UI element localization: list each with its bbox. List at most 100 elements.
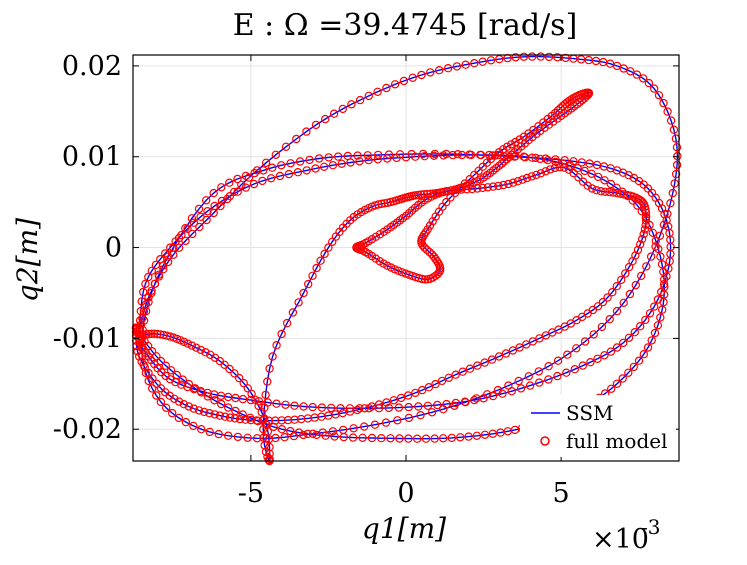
full-model-marker-890 — [156, 255, 165, 264]
full-model-marker-872 — [284, 169, 294, 179]
full-model-marker-581 — [437, 188, 447, 197]
full-model-marker-771 — [358, 433, 367, 442]
full-model-marker-775 — [395, 434, 404, 443]
full-model-marker-884 — [189, 218, 199, 227]
full-model-marker-43 — [426, 68, 435, 77]
full-model-marker-367 — [304, 279, 313, 289]
y-tick-label-2: 0 — [105, 233, 122, 264]
full-model-marker-643 — [624, 262, 634, 272]
full-model-marker-369 — [312, 263, 321, 273]
full-model-marker-244 — [593, 354, 602, 363]
full-model-marker-760 — [261, 419, 270, 429]
full-model-marker-83 — [670, 179, 679, 188]
full-model-marker-860 — [392, 153, 401, 163]
full-model-marker-808 — [634, 356, 644, 365]
full-model-marker-246 — [578, 361, 588, 370]
full-model-marker-840 — [566, 161, 575, 170]
full-model-marker-744 — [156, 356, 166, 366]
full-model-marker-121 — [360, 422, 369, 431]
full-model-marker-133 — [243, 433, 252, 442]
full-model-marker-311 — [144, 329, 154, 339]
full-model-marker-894 — [141, 279, 150, 289]
full-model-marker-464 — [571, 92, 581, 101]
full-model-marker-514 — [425, 247, 434, 257]
full-model-marker-646 — [612, 282, 622, 291]
full-model-marker-757 — [238, 410, 247, 419]
full-model-marker-94 — [625, 289, 635, 299]
full-model-marker-513 — [422, 245, 432, 254]
x-multiplier-base: ×10 — [592, 524, 649, 555]
full-model-marker-312 — [147, 329, 156, 338]
full-model-marker-165 — [187, 214, 197, 223]
full-model-marker-805 — [618, 374, 627, 383]
full-model-marker-97 — [605, 315, 614, 324]
full-model-marker-529 — [420, 275, 430, 284]
full-model-marker-645 — [617, 275, 626, 285]
full-model-marker-682 — [382, 398, 391, 407]
full-model-marker-875 — [258, 176, 267, 186]
full-model-marker-764 — [294, 428, 304, 437]
full-model-marker-893 — [144, 272, 153, 282]
full-model-marker-333 — [230, 369, 239, 378]
full-model-marker-20 — [223, 194, 232, 204]
full-model-marker-697 — [277, 416, 286, 425]
full-model-marker-772 — [367, 433, 377, 443]
ticks-layer: -5 0 5 -0.02 -0.01 0 0.01 0.02 — [53, 51, 679, 509]
full-model-marker-663 — [515, 343, 524, 352]
full-model-marker-780 — [439, 434, 448, 443]
full-model-marker-168 — [209, 188, 218, 198]
full-model-marker-749 — [184, 379, 194, 389]
full-model-marker-327 — [201, 348, 210, 357]
full-model-marker-242 — [606, 347, 616, 356]
full-model-marker-725 — [137, 357, 146, 366]
full-model-marker-638 — [637, 234, 647, 244]
full-model-marker-809 — [639, 350, 649, 359]
chart-title: E : Ω =39.4745 [rad/s] — [233, 8, 578, 43]
full-model-marker-672 — [451, 370, 460, 379]
full-model-marker-494 — [460, 179, 469, 188]
full-model-marker-257 — [479, 394, 488, 403]
full-model-marker-614 — [596, 186, 606, 196]
full-model-marker-178 — [295, 157, 305, 166]
full-model-marker-696 — [283, 415, 293, 425]
full-model-marker-850 — [485, 150, 494, 160]
full-model-marker-57 — [544, 52, 554, 62]
full-model-marker-167 — [201, 196, 211, 205]
full-model-marker-142 — [167, 408, 177, 418]
full-model-marker-873 — [275, 171, 285, 181]
full-model-marker-882 — [203, 206, 212, 216]
full-model-marker-876 — [249, 179, 259, 189]
full-model-marker-46 — [452, 62, 462, 71]
full-model-marker-835 — [600, 176, 609, 185]
full-model-marker-883 — [196, 212, 205, 221]
full-model-marker-750 — [190, 384, 200, 393]
x-tick-label-0: -5 — [238, 478, 264, 509]
full-model-marker-537 — [394, 266, 403, 275]
full-model-marker-592 — [494, 181, 503, 191]
full-model-marker-127 — [299, 430, 308, 440]
full-model-marker-583 — [446, 186, 456, 195]
full-model-marker-360 — [268, 352, 277, 361]
full-model-marker-260 — [451, 398, 460, 408]
full-model-marker-647 — [608, 288, 617, 297]
full-model-marker-822 — [656, 252, 665, 261]
full-model-marker-782 — [456, 433, 465, 442]
full-model-marker-666 — [494, 352, 504, 361]
full-model-marker-885 — [183, 224, 192, 233]
full-model-marker-859 — [401, 153, 411, 162]
full-model-marker-357 — [261, 390, 270, 400]
full-model-marker-353 — [259, 433, 268, 442]
full-model-marker-37 — [373, 87, 382, 97]
full-model-marker-806 — [624, 368, 633, 377]
full-model-marker-263 — [423, 401, 433, 410]
full-model-marker-402 — [414, 190, 423, 200]
full-model-marker-84 — [668, 188, 678, 198]
full-model-marker-841 — [558, 159, 568, 168]
y-tick-label-4: 0.02 — [62, 51, 122, 82]
full-model-marker-863 — [364, 155, 373, 165]
full-model-marker-70 — [639, 74, 648, 83]
full-model-marker-234 — [650, 302, 659, 311]
full-model-marker-664 — [508, 346, 518, 355]
full-model-marker-644 — [621, 269, 630, 278]
full-model-marker-249 — [553, 371, 562, 381]
